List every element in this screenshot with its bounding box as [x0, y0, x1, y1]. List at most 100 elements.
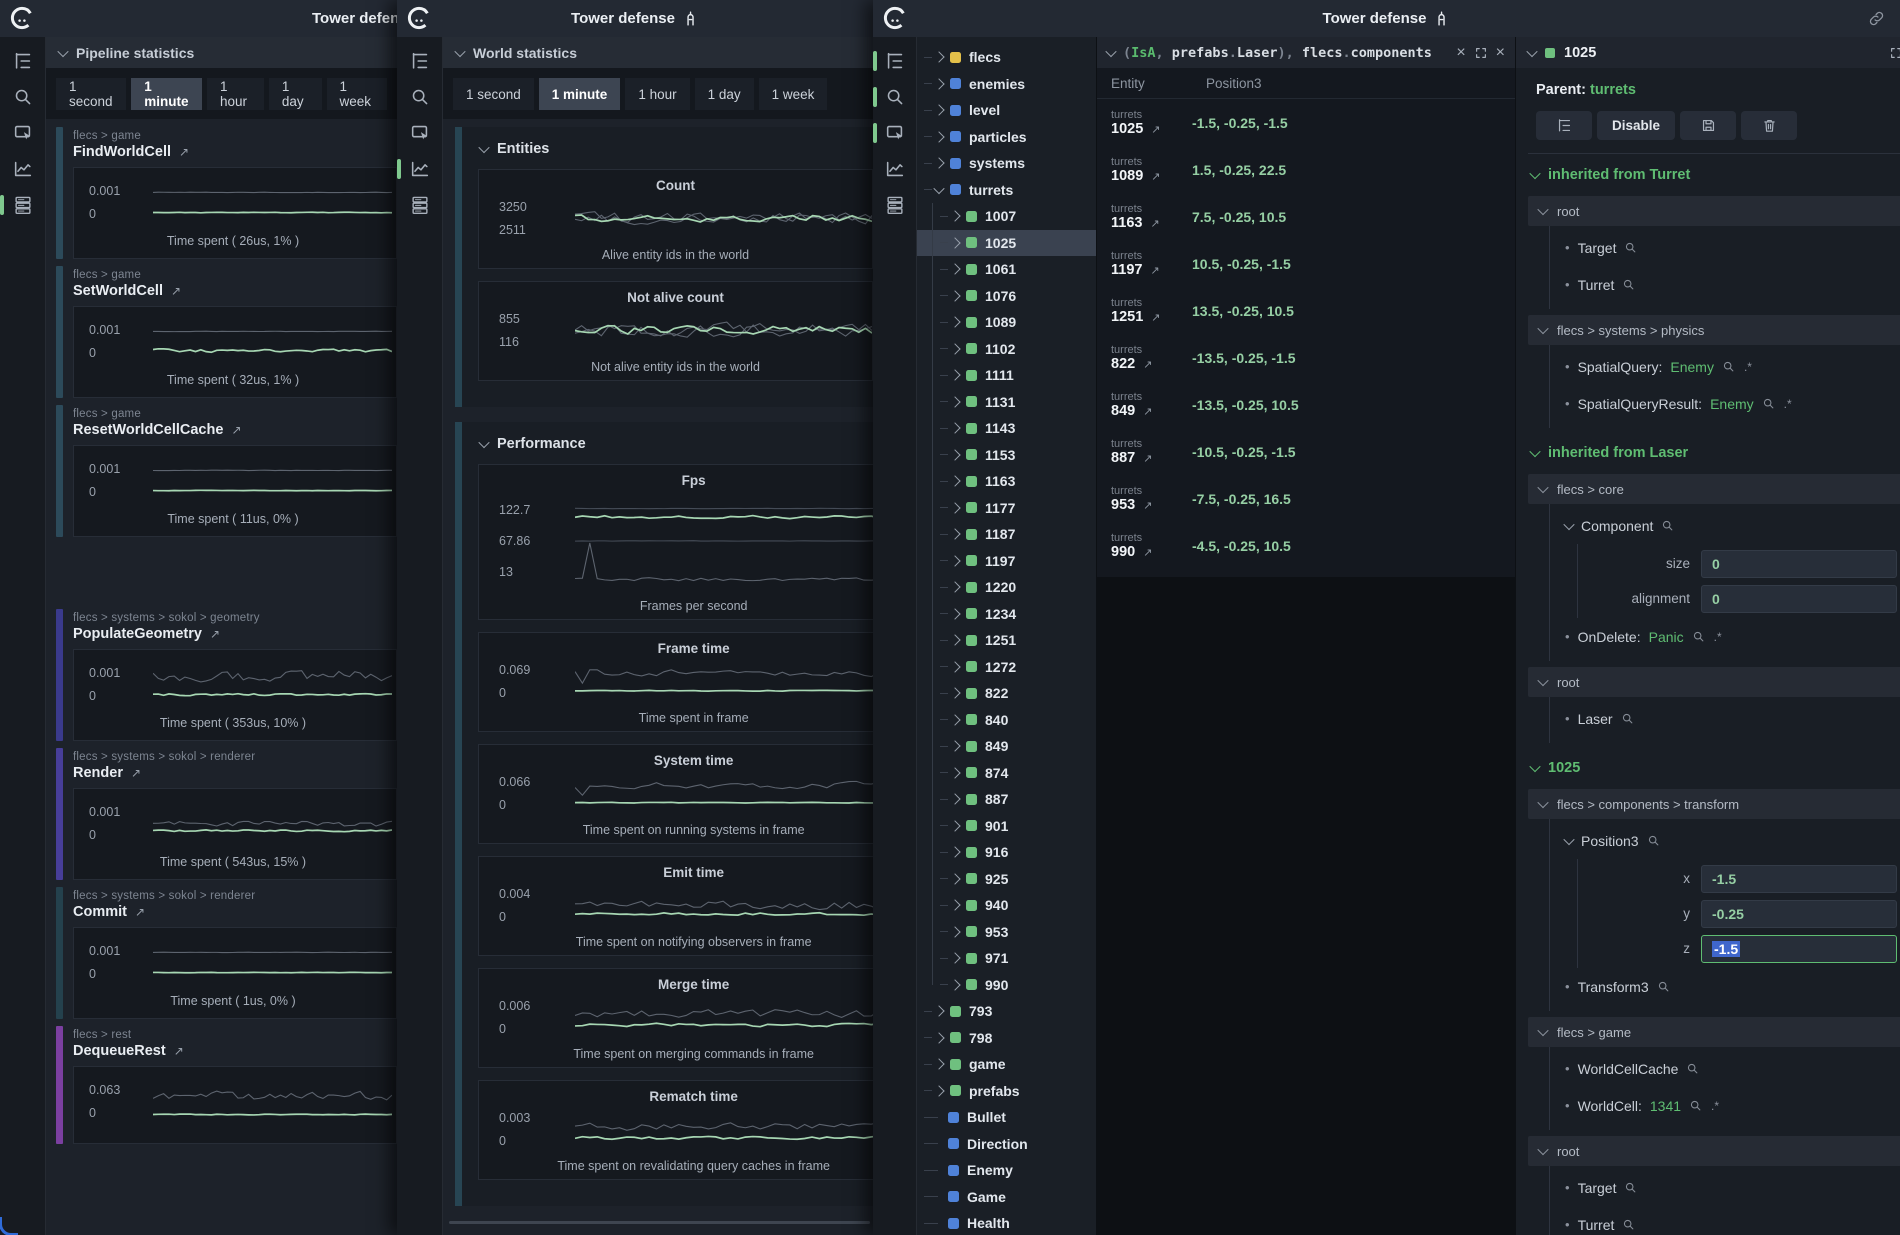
search-icon[interactable]: [12, 86, 34, 108]
chart-icon[interactable]: [884, 158, 906, 180]
stats-icon[interactable]: [409, 194, 431, 216]
tree-item-1177[interactable]: 1177: [917, 494, 1096, 522]
module-path-bar[interactable]: root: [1528, 1136, 1900, 1166]
disable-button[interactable]: Disable: [1597, 111, 1676, 140]
component-value-link[interactable]: Panic: [1648, 628, 1684, 645]
stats-icon[interactable]: [884, 194, 906, 216]
time-range-1-hour[interactable]: 1 hour: [625, 78, 690, 110]
component-item-worldcell[interactable]: • WorldCell: 1341 .*: [1550, 1087, 1900, 1124]
time-range-1-week[interactable]: 1 week: [326, 78, 387, 110]
component-item-target[interactable]: • Target: [1550, 1169, 1900, 1206]
chevron-right-icon[interactable]: [949, 714, 961, 726]
search-icon[interactable]: [1657, 980, 1670, 993]
tree-item-level[interactable]: level: [917, 97, 1096, 124]
time-range-1-day[interactable]: 1 day: [268, 78, 322, 110]
tree-item-1272[interactable]: 1272: [917, 653, 1096, 681]
component-item-spatialqueryresult[interactable]: • SpatialQueryResult: Enemy .*: [1550, 385, 1900, 422]
chevron-right-icon[interactable]: [949, 369, 961, 381]
query-result-row[interactable]: turrets 1089 ↗ 1.5, -0.25, 22.5: [1097, 146, 1515, 193]
result-entity-link[interactable]: 822 ↗: [1111, 355, 1153, 372]
chevron-right-icon[interactable]: [949, 343, 961, 355]
query-result-row[interactable]: turrets 1197 ↗ 10.5, -0.25, -1.5: [1097, 240, 1515, 287]
search-icon[interactable]: [1689, 1099, 1702, 1112]
section-title[interactable]: Entities: [478, 129, 873, 169]
chevron-right-icon[interactable]: [949, 926, 961, 938]
tree-item-1143[interactable]: 1143: [917, 415, 1096, 442]
inspector-icon[interactable]: [409, 122, 431, 144]
chevron-right-icon[interactable]: [933, 51, 945, 63]
chevron-right-icon[interactable]: [933, 78, 945, 90]
result-entity-link[interactable]: 1025 ↗: [1111, 120, 1161, 137]
module-path-bar[interactable]: flecs > game: [1528, 1017, 1900, 1047]
query-result-row[interactable]: turrets 1251 ↗ 13.5, -0.25, 10.5: [1097, 287, 1515, 334]
field-input-alignment[interactable]: 0: [1701, 584, 1897, 613]
field-input-y[interactable]: -0.25: [1701, 899, 1897, 928]
tree-item-925[interactable]: 925: [917, 865, 1096, 893]
inspector-icon[interactable]: [12, 122, 34, 144]
chevron-right-icon[interactable]: [949, 290, 961, 302]
module-path-bar[interactable]: root: [1528, 196, 1900, 226]
chevron-down-icon[interactable]: [1526, 45, 1538, 57]
query-close-icon[interactable]: ×: [1495, 43, 1505, 61]
chevron-right-icon[interactable]: [949, 793, 961, 805]
search-icon[interactable]: [1686, 1062, 1699, 1075]
chevron-right-icon[interactable]: [949, 740, 961, 752]
query-result-row[interactable]: turrets 953 ↗ -7.5, -0.25, 16.5: [1097, 475, 1515, 522]
chevron-right-icon[interactable]: [949, 661, 961, 673]
chevron-right-icon[interactable]: [949, 263, 961, 275]
chevron-right-icon[interactable]: [933, 157, 945, 169]
inspector-group-inherited-from-turret[interactable]: inherited from Turret: [1528, 156, 1900, 194]
chevron-right-icon[interactable]: [949, 873, 961, 885]
pipeline-panel-header[interactable]: Pipeline statistics: [46, 37, 397, 68]
tree-item-901[interactable]: 901: [917, 812, 1096, 840]
system-name-link[interactable]: SetWorldCell ↗: [73, 283, 182, 299]
field-input-x[interactable]: -1.5: [1701, 864, 1897, 893]
chevron-down-icon[interactable]: [1105, 45, 1117, 57]
component-value-link[interactable]: 1341: [1649, 1097, 1682, 1114]
query-fullscreen-icon[interactable]: [1474, 46, 1488, 60]
tree-item-916[interactable]: 916: [917, 839, 1096, 866]
tree-item-1131[interactable]: 1131: [917, 388, 1096, 416]
tree-item-840[interactable]: 840: [917, 706, 1096, 734]
save-button[interactable]: [1680, 111, 1737, 140]
search-icon[interactable]: [1661, 519, 1674, 532]
chevron-right-icon[interactable]: [949, 528, 961, 540]
search-icon[interactable]: [1622, 278, 1635, 291]
search-icon[interactable]: [873, 86, 906, 108]
module-path-bar[interactable]: flecs > core: [1528, 474, 1900, 504]
component-expandable-position3[interactable]: Position3: [1550, 822, 1900, 859]
system-name-link[interactable]: ResetWorldCellCache ↗: [73, 422, 242, 438]
tree-icon[interactable]: [12, 50, 34, 72]
time-range-1-hour[interactable]: 1 hour: [206, 78, 264, 110]
tree-item-849[interactable]: 849: [917, 733, 1096, 760]
section-title[interactable]: Performance: [478, 424, 873, 464]
result-entity-link[interactable]: 1251 ↗: [1111, 308, 1161, 325]
tree-item-940[interactable]: 940: [917, 892, 1096, 919]
component-value-link[interactable]: Enemy: [1670, 358, 1714, 375]
tree-item-1076[interactable]: 1076: [917, 282, 1096, 310]
chevron-right-icon[interactable]: [949, 237, 961, 249]
tree-item-887[interactable]: 887: [917, 786, 1096, 813]
system-name-link[interactable]: Render ↗: [73, 765, 142, 781]
inspector-group-inherited-from-laser[interactable]: inherited from Laser: [1528, 434, 1900, 472]
chevron-right-icon[interactable]: [949, 608, 961, 620]
time-range-1-minute[interactable]: 1 minute: [131, 78, 202, 110]
tree-item-turrets[interactable]: turrets: [917, 177, 1096, 204]
chevron-right-icon[interactable]: [949, 634, 961, 646]
chevron-right-icon[interactable]: [949, 422, 961, 434]
component-item-laser[interactable]: • Laser: [1550, 700, 1900, 737]
chevron-right-icon[interactable]: [949, 846, 961, 858]
tree-item-1007[interactable]: 1007: [917, 203, 1096, 230]
search-icon[interactable]: [1722, 360, 1735, 373]
chevron-right-icon[interactable]: [949, 210, 961, 222]
chevron-right-icon[interactable]: [949, 555, 961, 567]
tree-item-Health[interactable]: Health: [917, 1210, 1096, 1235]
chart-icon[interactable]: [12, 158, 34, 180]
chevron-right-icon[interactable]: [933, 1085, 945, 1097]
chevron-right-icon[interactable]: [933, 1032, 945, 1044]
chevron-right-icon[interactable]: [949, 979, 961, 991]
component-expandable-component[interactable]: Component: [1550, 507, 1900, 544]
tree-item-1220[interactable]: 1220: [917, 574, 1096, 601]
component-item-turret[interactable]: • Turret: [1550, 266, 1900, 303]
tree-item-game[interactable]: game: [917, 1051, 1096, 1078]
